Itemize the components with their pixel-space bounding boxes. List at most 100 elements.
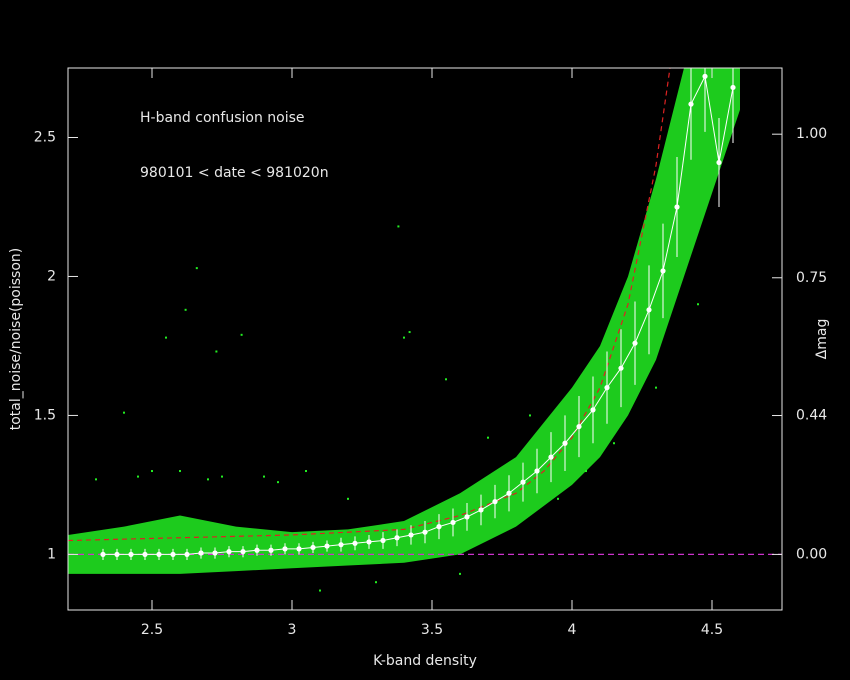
mean-point [660,268,666,274]
annotation: H-band confusion noise [140,110,305,126]
scatter-point [585,470,587,473]
mean-point [114,551,120,558]
mean-point [170,551,176,558]
scatter-point [347,497,349,500]
mean-point [562,440,568,446]
mean-point [268,547,274,553]
mean-point [100,551,106,558]
mean-point [352,540,358,546]
mean-point [198,550,204,556]
x-tick-label: 2.5 [141,622,163,638]
mean-point [296,546,302,552]
mean-point [436,524,442,530]
mean-point [240,549,246,555]
mean-point [212,550,218,556]
scatter-point [263,475,265,478]
mean-point [408,532,414,538]
mean-point [128,551,134,558]
scatter-point [403,336,405,339]
mean-point [674,204,680,210]
scatter-point [375,581,377,584]
mean-point [632,340,638,346]
mean-point [576,423,582,430]
scatter-point [151,470,153,473]
mean-point [338,542,344,548]
scatter-point [179,470,181,473]
scatter-point [305,470,307,473]
scatter-point [123,411,125,414]
scatter-point [408,331,411,334]
mean-point [324,543,330,549]
mean-point [450,519,456,526]
mean-point [688,101,694,107]
mean-point [548,454,554,460]
x-tick-label: 4.5 [701,622,723,638]
mean-point [184,551,190,558]
mean-point [534,468,540,474]
mean-point [380,537,386,544]
mean-point [282,546,288,552]
annotation: 980101 < date < 981020n [140,165,329,181]
y-tick-label: 2.5 [34,129,56,145]
scatter-point [95,478,97,481]
y2-tick-label: 0.44 [796,408,827,424]
scatter-point [184,308,187,311]
y2-axis-label: Δmag [814,319,830,360]
x-axis-label: K-band density [373,653,477,669]
mean-point [156,551,162,558]
scatter-point [215,350,218,353]
x-tick-label: 4 [568,622,577,638]
mean-point [226,549,232,555]
axes-frame [67,67,783,611]
scatter-point [195,267,198,270]
mean-point [618,365,624,371]
mean-point [310,544,316,551]
y-tick-label: 2 [47,268,56,284]
x-tick-label: 3.5 [421,622,443,638]
mean-point [646,307,652,313]
mean-point [702,73,708,79]
scatter-point [445,378,447,381]
density-band [68,68,740,574]
scatter-point [487,436,489,439]
y-axis-label: total_noise/noise(poisson) [8,248,24,431]
plot-area [68,68,782,592]
mean-point [478,507,484,513]
mean-point [254,547,260,553]
scatter-point [221,475,223,478]
scatter-point [613,442,615,445]
mean-point [142,551,148,558]
mean-point [604,385,610,391]
y-tick-label: 1.5 [34,407,56,423]
y2-tick-label: 0.75 [796,270,827,286]
scatter-point [277,481,279,484]
mean-point [716,159,722,166]
scatter-point [137,475,139,478]
mean-point [506,490,512,496]
mean-line [103,74,734,555]
scatter-point [240,333,243,336]
y-tick-label: 1 [47,546,56,562]
mean-point [464,514,470,520]
y2-tick-label: 0.00 [796,546,827,562]
scatter-point [655,386,657,389]
scatter-point [557,497,559,500]
mean-point [422,529,428,535]
x-tick-label: 3 [288,622,297,638]
scatter-point [319,589,321,592]
mean-point [492,499,498,505]
mean-point [590,407,596,413]
scatter-point [697,303,699,306]
mean-point [366,539,372,545]
mean-point [520,479,526,485]
mean-point [394,535,400,541]
scatter-point [207,478,209,481]
scatter-point [397,225,400,228]
mean-point [730,84,736,91]
y2-tick-label: 1.00 [796,126,827,142]
fit-line [68,68,671,542]
scatter-point [165,336,167,339]
scatter-point [459,572,461,575]
scatter-point [529,414,531,417]
